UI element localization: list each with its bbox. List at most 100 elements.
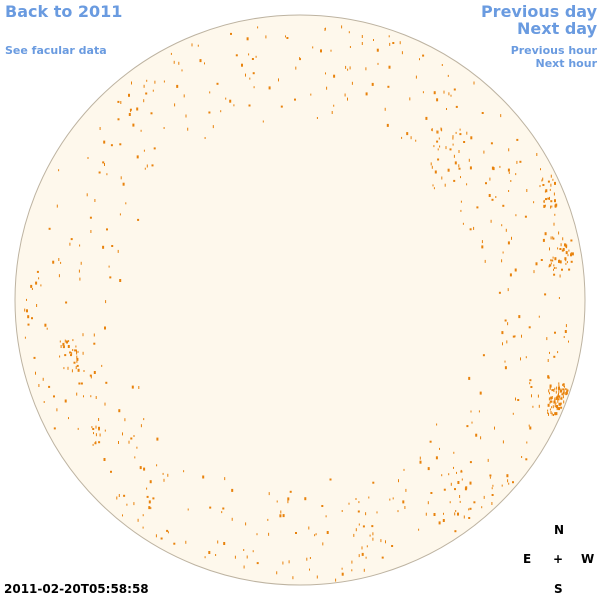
feature-speck	[533, 270, 535, 274]
feature-speck	[326, 531, 329, 534]
feature-speck	[452, 143, 454, 146]
feature-speck	[436, 98, 439, 102]
feature-speck	[103, 458, 106, 461]
feature-speck	[559, 395, 561, 399]
feature-speck	[500, 114, 502, 118]
feature-speck	[77, 350, 79, 353]
feature-speck	[87, 157, 89, 159]
feature-speck	[568, 340, 569, 343]
feature-speck	[433, 91, 436, 95]
feature-speck	[77, 427, 79, 430]
feature-speck	[134, 456, 136, 459]
feature-speck	[58, 258, 60, 261]
feature-speck	[80, 382, 83, 385]
compass-west-label: W	[581, 552, 595, 566]
feature-speck	[385, 540, 386, 544]
feature-speck	[449, 148, 452, 151]
feature-speck	[251, 58, 254, 60]
feature-speck	[489, 474, 492, 477]
feature-speck	[547, 197, 550, 200]
feature-speck	[137, 518, 139, 522]
previous-day-link[interactable]: Previous day	[480, 2, 597, 21]
feature-speck	[468, 508, 470, 511]
feature-speck	[208, 111, 211, 114]
feature-speck	[98, 441, 101, 444]
feature-speck	[571, 252, 574, 256]
feature-speck	[353, 533, 355, 537]
feature-speck	[208, 551, 211, 554]
feature-speck	[74, 349, 77, 352]
feature-speck	[156, 437, 159, 441]
next-hour-link[interactable]: Next hour	[535, 57, 598, 70]
feature-speck	[118, 441, 119, 444]
feature-speck	[89, 374, 92, 377]
feature-speck	[38, 277, 40, 280]
feature-speck	[397, 510, 399, 513]
feature-speck	[324, 28, 326, 31]
feature-speck	[476, 206, 479, 209]
feature-speck	[552, 236, 554, 239]
feature-speck	[249, 77, 251, 80]
feature-speck	[71, 369, 73, 373]
feature-speck	[187, 127, 189, 131]
feature-speck	[143, 418, 145, 421]
feature-speck	[102, 161, 105, 164]
feature-speck	[436, 140, 439, 143]
see-facular-data-link[interactable]: See facular data	[5, 44, 107, 57]
feature-speck	[554, 199, 556, 203]
feature-speck	[24, 308, 26, 312]
feature-speck	[458, 150, 460, 153]
feature-speck	[122, 514, 123, 517]
feature-speck	[429, 440, 432, 443]
feature-speck	[448, 473, 450, 476]
feature-speck	[233, 104, 235, 107]
feature-speck	[392, 497, 394, 500]
feature-speck	[392, 42, 395, 44]
back-to-year-link[interactable]: Back to 2011	[5, 2, 123, 21]
feature-speck	[448, 92, 450, 96]
feature-speck	[519, 160, 522, 163]
feature-speck	[564, 330, 567, 333]
feature-speck	[547, 411, 549, 414]
feature-speck	[447, 168, 450, 172]
feature-speck	[185, 540, 187, 544]
feature-speck	[555, 205, 557, 208]
feature-speck	[248, 53, 250, 56]
feature-speck	[529, 426, 532, 430]
feature-speck	[348, 31, 350, 34]
feature-speck	[557, 396, 559, 399]
feature-speck	[150, 507, 152, 510]
feature-speck	[373, 39, 374, 41]
feature-speck	[440, 127, 442, 131]
feature-speck	[136, 107, 139, 111]
feature-speck	[58, 274, 60, 278]
feature-speck	[506, 474, 509, 478]
feature-speck	[558, 402, 561, 406]
feature-speck	[104, 163, 105, 166]
feature-speck	[104, 326, 106, 330]
feature-speck	[118, 494, 120, 497]
feature-speck	[234, 555, 236, 559]
feature-speck	[555, 396, 557, 400]
feature-speck	[365, 92, 368, 96]
previous-hour-link[interactable]: Previous hour	[510, 44, 597, 57]
feature-speck	[43, 401, 45, 403]
feature-speck	[120, 101, 122, 104]
next-day-link[interactable]: Next day	[517, 19, 597, 38]
feature-speck	[117, 100, 120, 103]
feature-speck	[542, 238, 545, 242]
feature-speck	[554, 399, 556, 402]
feature-speck	[92, 428, 95, 430]
feature-speck	[64, 354, 67, 357]
feature-speck	[510, 180, 512, 182]
feature-speck	[60, 345, 62, 348]
feature-speck	[550, 174, 552, 178]
feature-speck	[312, 46, 314, 49]
feature-speck	[565, 262, 567, 265]
feature-speck	[109, 276, 112, 279]
feature-speck	[136, 155, 139, 159]
feature-speck	[289, 490, 292, 493]
feature-speck	[526, 441, 528, 444]
feature-speck	[455, 510, 457, 512]
feature-speck	[86, 193, 88, 197]
